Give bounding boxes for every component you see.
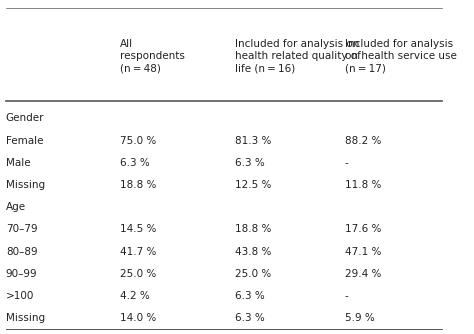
Text: 12.5 %: 12.5 %	[235, 180, 271, 190]
Text: 90–99: 90–99	[6, 269, 37, 279]
Text: 6.3 %: 6.3 %	[120, 158, 150, 168]
Text: 6.3 %: 6.3 %	[235, 158, 264, 168]
Text: Gender: Gender	[6, 114, 44, 124]
Text: 4.2 %: 4.2 %	[120, 291, 150, 301]
Text: 6.3 %: 6.3 %	[235, 291, 264, 301]
Text: 18.8 %: 18.8 %	[235, 224, 271, 234]
Text: 14.5 %: 14.5 %	[120, 224, 156, 234]
Text: Included for analysis
on health service use
(n = 17): Included for analysis on health service …	[345, 39, 456, 73]
Text: 43.8 %: 43.8 %	[235, 246, 271, 257]
Text: -: -	[345, 158, 348, 168]
Text: 81.3 %: 81.3 %	[235, 136, 271, 146]
Text: 11.8 %: 11.8 %	[345, 180, 381, 190]
Text: Age: Age	[6, 202, 26, 212]
Text: 70–79: 70–79	[6, 224, 37, 234]
Text: Male: Male	[6, 158, 30, 168]
Text: 25.0 %: 25.0 %	[120, 269, 156, 279]
Text: All
respondents
(n = 48): All respondents (n = 48)	[120, 39, 185, 73]
Text: 14.0 %: 14.0 %	[120, 313, 156, 323]
Text: -: -	[345, 291, 348, 301]
Text: 41.7 %: 41.7 %	[120, 246, 156, 257]
Text: Missing: Missing	[6, 313, 45, 323]
Text: 47.1 %: 47.1 %	[345, 246, 381, 257]
Text: 5.9 %: 5.9 %	[345, 313, 374, 323]
Text: 25.0 %: 25.0 %	[235, 269, 271, 279]
Text: 80–89: 80–89	[6, 246, 37, 257]
Text: 18.8 %: 18.8 %	[120, 180, 156, 190]
Text: 75.0 %: 75.0 %	[120, 136, 156, 146]
Text: Missing: Missing	[6, 180, 45, 190]
Text: Included for analysis on
health related quality of
life (n = 16): Included for analysis on health related …	[235, 39, 361, 73]
Text: 6.3 %: 6.3 %	[235, 313, 264, 323]
Text: Female: Female	[6, 136, 43, 146]
Text: 88.2 %: 88.2 %	[345, 136, 381, 146]
Text: >100: >100	[6, 291, 34, 301]
Text: 17.6 %: 17.6 %	[345, 224, 381, 234]
Text: 29.4 %: 29.4 %	[345, 269, 381, 279]
